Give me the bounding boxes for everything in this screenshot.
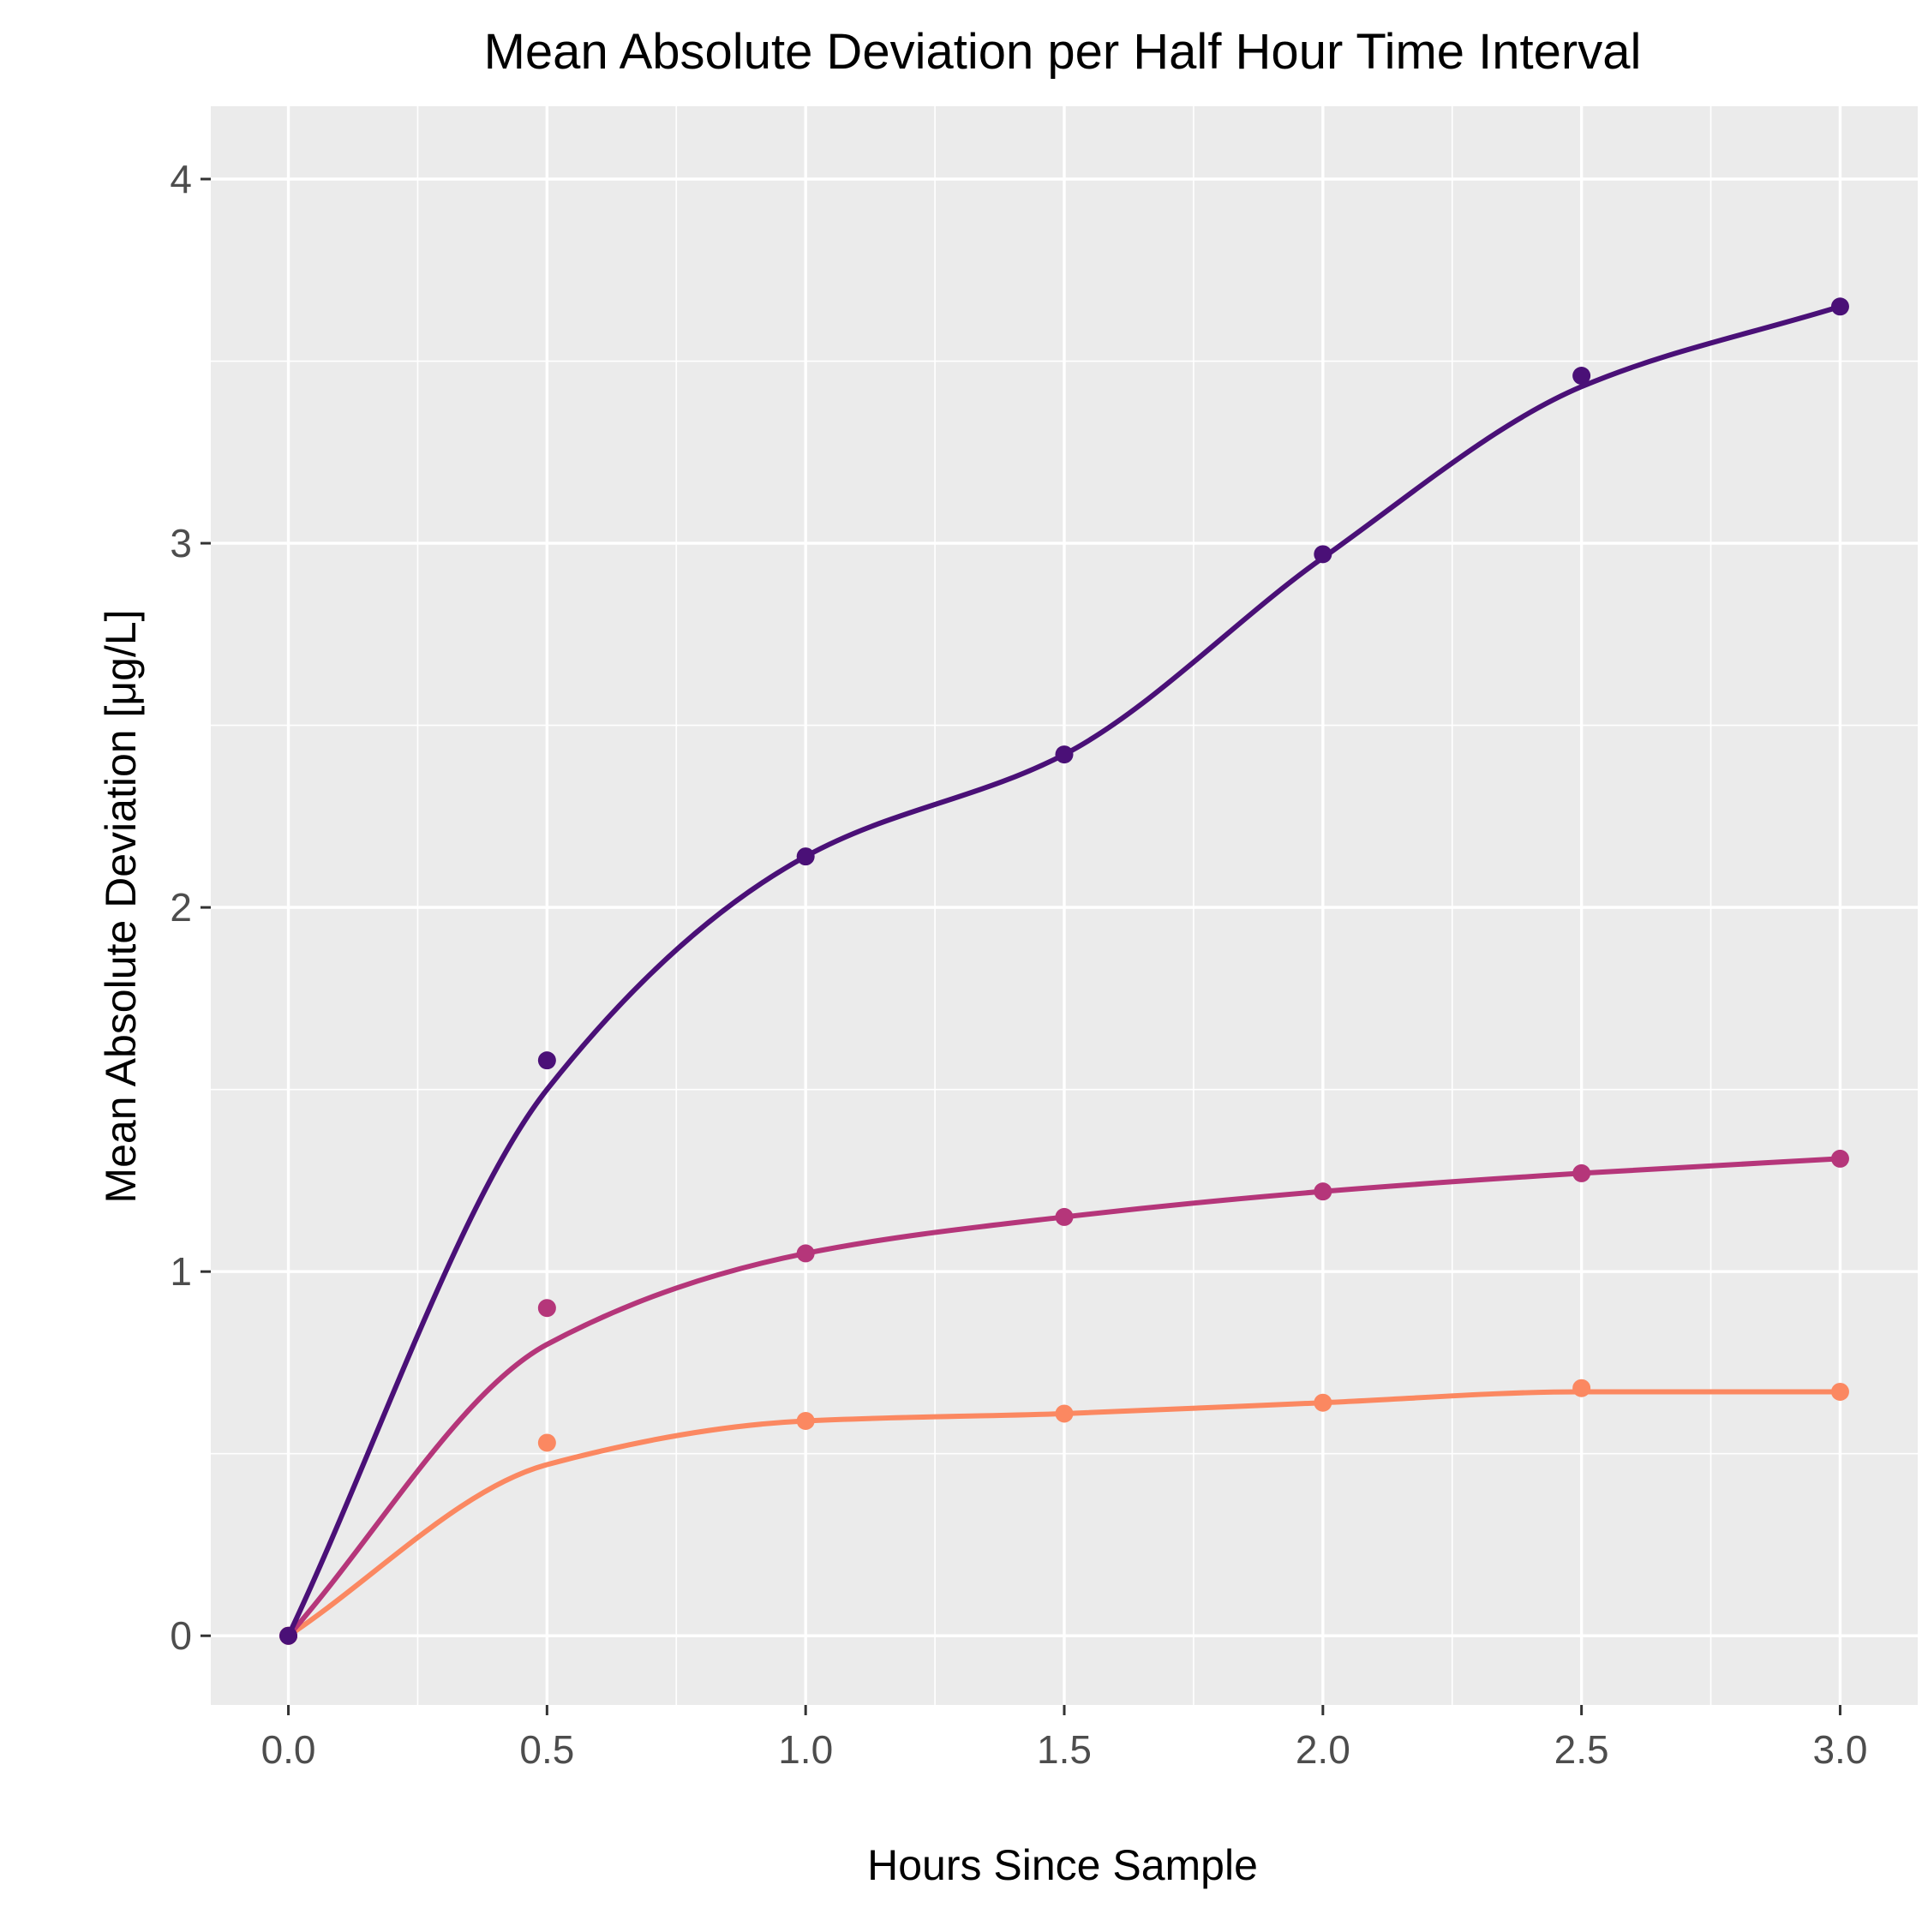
data-point (537, 1299, 556, 1318)
data-point (1314, 545, 1332, 564)
data-point (1055, 745, 1074, 764)
axes: 0.0 0.5 1.0 1.5 2.0 2.5 3.0 0 1 2 3 4 (170, 157, 1867, 1772)
x-tick-label: 1.5 (1037, 1727, 1092, 1772)
data-point (796, 1411, 815, 1430)
x-tick-label: 1.0 (778, 1727, 833, 1772)
data-point (796, 1244, 815, 1263)
series-group (279, 297, 1849, 1645)
data-point (279, 1626, 298, 1645)
data-point (1572, 1163, 1591, 1182)
x-tick-label: 2.0 (1296, 1727, 1350, 1772)
data-point (1055, 1207, 1074, 1226)
data-point (1314, 1393, 1332, 1412)
data-point (1572, 367, 1591, 386)
y-tick-label: 2 (170, 885, 192, 930)
grid (211, 106, 1918, 1705)
y-tick-label: 0 (170, 1613, 192, 1658)
data-point (796, 847, 815, 866)
data-point (537, 1433, 556, 1452)
data-point (1572, 1379, 1591, 1397)
x-tick-label: 2.5 (1554, 1727, 1609, 1772)
y-tick-label: 4 (170, 157, 192, 201)
data-point (1830, 1149, 1849, 1168)
data-point (537, 1051, 556, 1070)
x-tick-label: 3.0 (1812, 1727, 1867, 1772)
y-axis-title: Mean Absolute Deviation [μg/L] (97, 609, 145, 1203)
y-tick-label: 3 (170, 521, 192, 565)
x-tick-label: 0.0 (261, 1727, 316, 1772)
x-tick-label: 0.5 (519, 1727, 574, 1772)
chart-title: Mean Absolute Deviation per Half Hour Ti… (484, 24, 1642, 80)
data-point (1314, 1182, 1332, 1201)
data-point (1830, 297, 1849, 316)
series-2 (279, 1149, 1849, 1645)
data-point (1830, 1382, 1849, 1401)
series-1 (279, 297, 1849, 1645)
data-point (1055, 1404, 1074, 1423)
x-axis-title: Hours Since Sample (867, 1841, 1258, 1889)
series-line (285, 303, 1843, 1639)
y-tick-label: 1 (170, 1249, 192, 1294)
